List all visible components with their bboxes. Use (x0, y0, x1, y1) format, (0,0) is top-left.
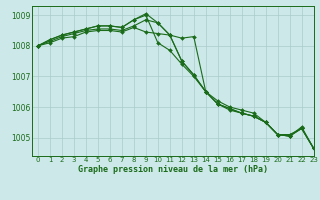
X-axis label: Graphe pression niveau de la mer (hPa): Graphe pression niveau de la mer (hPa) (78, 165, 268, 174)
